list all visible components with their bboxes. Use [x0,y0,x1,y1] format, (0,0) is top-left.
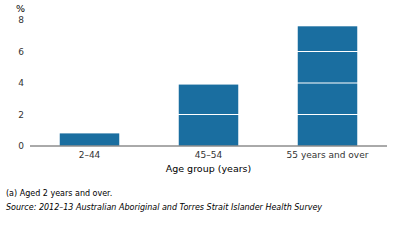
x-tick-label: 2–44 [79,150,101,160]
bar [60,133,120,146]
grid-line [30,20,387,21]
y-axis-label: % [16,3,25,14]
y-tick-label: 2 [18,110,24,120]
y-tick-label: 6 [18,47,24,57]
grid-line [30,51,387,52]
y-tick-label: 0 [18,141,24,151]
x-axis-line [30,146,387,147]
plot-area [30,20,387,146]
grid-line [30,145,387,146]
x-tick-label: 55 years and over [287,150,369,160]
footnote: (a) Aged 2 years and over. [6,189,112,198]
chart: 0 2 4 6 8 2–44 45–54 55 years and over Age group… [0,0,397,227]
grid-line [30,82,387,83]
bar [179,85,239,146]
y-tick-label: 8 [18,15,24,25]
y-tick-label: 4 [18,78,24,88]
x-axis-label: Age group (years) [166,163,252,174]
bar [298,26,358,146]
footnote: Source: 2012–13 Australian Aboriginal an… [6,203,322,212]
x-tick-label: 45–54 [195,150,223,160]
grid-line [30,114,387,115]
